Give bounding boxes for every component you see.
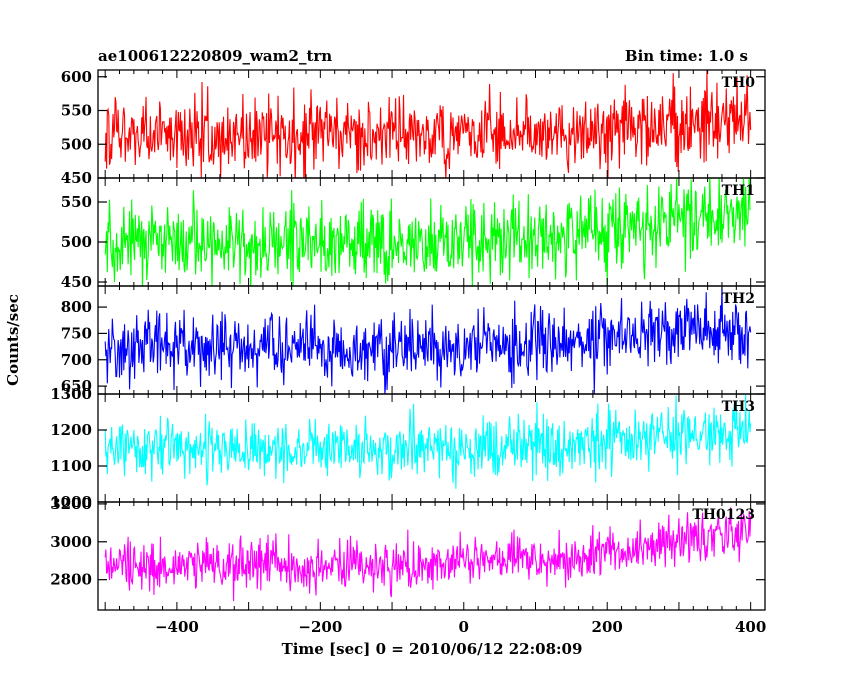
y-tick-label: 2800 (50, 571, 92, 589)
y-tick-label: 800 (61, 298, 92, 316)
y-tick-label: 500 (61, 135, 92, 153)
y-tick-label: 1100 (50, 457, 92, 475)
y-tick-label: 500 (61, 233, 92, 251)
panel-th0: 450 500 550 600 TH0 (61, 68, 766, 187)
y-axis-label: Counts/sec (4, 294, 22, 386)
series-th3 (104, 394, 752, 489)
panel-name-label: TH1 (722, 183, 755, 199)
series-th0123 (104, 507, 752, 602)
y-tick-label: 3200 (50, 495, 92, 513)
y-tick-label: 600 (61, 68, 92, 86)
y-tick-label: 700 (61, 351, 92, 369)
panel-name-label: TH2 (722, 291, 755, 307)
y-tick-label: 550 (61, 102, 92, 120)
y-tick-label: 650 (61, 377, 92, 395)
x-tick-label: −400 (155, 618, 199, 636)
panel-th1: 450 500 550 TH1 (61, 177, 766, 291)
y-tick-label: 3000 (50, 533, 92, 551)
y-tick-label: 1300 (50, 385, 92, 403)
x-tick-label: 200 (592, 618, 623, 636)
y-tick-label: 750 (61, 324, 92, 342)
panel-name-label: TH0123 (692, 507, 755, 523)
x-tick-label: 400 (735, 618, 766, 636)
panel-name-label: TH0 (722, 75, 756, 91)
series-th2 (104, 286, 752, 394)
panel-th2: 650 700 750 800 TH2 (61, 285, 766, 395)
x-tick-label: 0 (459, 618, 469, 636)
panel-stack: 450 500 550 600 TH0 450 500 550 TH1 650 700 750 800 T… (50, 68, 766, 611)
bin-time-label: Bin time: 1.0 s (625, 47, 748, 65)
series-th1 (104, 178, 752, 286)
panel-th0123: 2800 3000 3200 TH0123 (50, 495, 766, 611)
figure-title: ae100612220809_wam2_trn (98, 47, 332, 65)
x-axis: −400 −200 0 200 400 (155, 618, 766, 636)
y-tick-label: 450 (61, 169, 92, 187)
x-axis-label: Time [sec] 0 = 2010/06/12 22:08:09 (282, 640, 583, 658)
y-tick-label: 550 (61, 193, 92, 211)
y-tick-label: 450 (61, 273, 92, 291)
panel-th3: 1000 1100 1200 1300 TH3 (50, 385, 766, 511)
y-tick-label: 1000 (50, 493, 92, 511)
y-tick-label: 1200 (50, 421, 92, 439)
panel-name-label: TH3 (722, 399, 755, 415)
series-th0 (104, 70, 752, 178)
x-tick-label: −200 (298, 618, 342, 636)
panel-frame (97, 501, 766, 611)
